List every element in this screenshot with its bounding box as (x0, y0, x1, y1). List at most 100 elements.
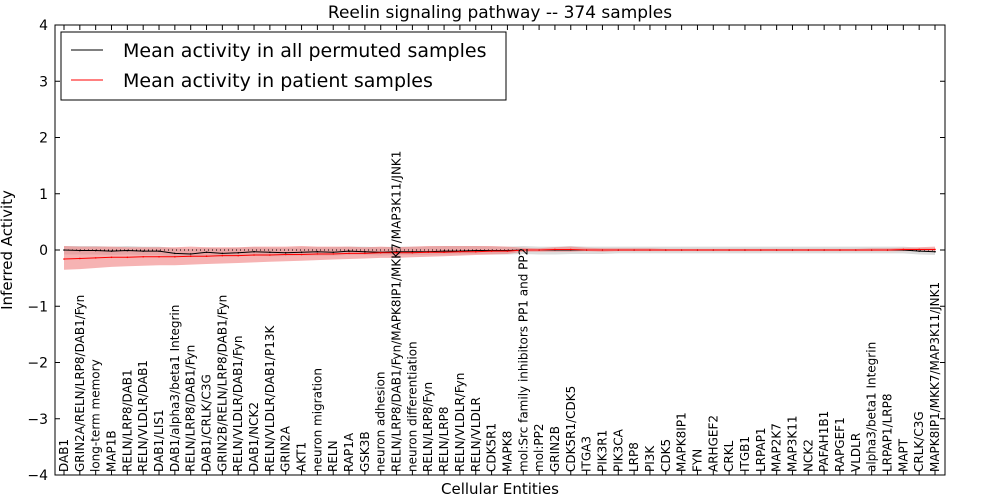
patient-point-45 (775, 249, 778, 251)
permuted-point-21 (395, 250, 398, 253)
x-category-label: CDK5R1 (485, 423, 499, 472)
permuted-point-15 (300, 251, 303, 254)
y-tick-label: −2 (27, 356, 48, 372)
x-category-label: DAB1/LIS1 (152, 409, 166, 472)
permuted-point-17 (332, 251, 335, 254)
x-category-label: LRPAP1/LRP8 (880, 393, 894, 472)
y-axis-title: Inferred Activity (0, 190, 16, 310)
permuted-point-54 (918, 250, 920, 252)
x-category-label: MAPK8IP1/MKK7/MAP3K11/JNK1 (928, 282, 942, 472)
patient-point-26 (474, 250, 477, 253)
permuted-point-16 (316, 250, 319, 253)
x-category-label: CDK5R1/CDK5 (564, 386, 578, 472)
x-category-label: long-term memory (89, 359, 103, 472)
patient-point-1 (79, 257, 81, 260)
permuted-point-4 (126, 249, 129, 252)
x-category-label: RELN/LRP8/DAB1/Fyn/MAPK8IP1/MKK7/MAP3K11… (390, 151, 404, 472)
plot-area (63, 246, 936, 270)
x-category-label: DAB1/CRLK/C3G (200, 374, 214, 472)
x-category-label: RELN/LRP8/DAB1 (120, 369, 134, 472)
legend: Mean activity in all permuted samples Me… (60, 31, 507, 101)
patient-point-53 (902, 248, 905, 251)
x-category-label: neuron differentiation (405, 341, 419, 472)
legend-box (60, 31, 507, 101)
x-category-label: RELN/VLDLR/Fyn (453, 373, 467, 472)
permuted-point-18 (348, 250, 350, 252)
legend-label-permuted: Mean activity in all permuted samples (123, 40, 486, 62)
y-tick-label: 0 (39, 243, 48, 259)
patient-point-2 (94, 257, 97, 259)
x-category-label: AKT1 (295, 442, 309, 472)
plot-frame (54, 24, 946, 476)
chart-title: Reelin signaling pathway -- 374 samples (328, 3, 672, 23)
permuted-point-1 (79, 249, 81, 252)
x-category-label: neuron migration (310, 368, 324, 472)
patient-point-52 (886, 249, 889, 251)
patient-point-31 (554, 248, 556, 251)
permuted-point-2 (94, 249, 97, 252)
x-category-label: MAPK8IP1 (675, 412, 689, 472)
x-category-label: ITGB1 (738, 436, 752, 472)
patient-point-17 (332, 253, 335, 255)
patient-point-51 (870, 249, 873, 251)
patient-point-39 (680, 249, 683, 251)
x-category-label: GSK3B (358, 431, 372, 472)
patient-point-24 (443, 251, 445, 254)
x-category-label: CRKL (722, 440, 736, 472)
x-category-label: NCK2 (801, 439, 815, 472)
patient-point-16 (316, 253, 319, 255)
x-category-label: RELN/LRP8/Fyn (421, 382, 435, 472)
permuted-point-5 (142, 250, 144, 252)
patient-point-23 (427, 251, 430, 254)
patient-point-28 (506, 250, 509, 252)
patient-point-12 (253, 254, 255, 256)
x-category-label: MAP2K7 (770, 423, 784, 472)
patient-point-55 (934, 248, 936, 251)
patient-point-54 (918, 248, 920, 251)
x-category-label: PIK3CA (611, 428, 625, 472)
permuted-point-7 (174, 252, 176, 255)
y-tick-label: −1 (27, 299, 48, 315)
x-category-label: MAPK8 (500, 431, 514, 472)
patient-point-43 (744, 249, 746, 251)
patient-point-0 (63, 258, 65, 260)
patient-point-3 (110, 256, 113, 259)
x-category-label: ITGA3 (580, 436, 594, 472)
x-category-label: CDK5 (659, 439, 673, 472)
y-tick-label: 4 (39, 18, 48, 34)
permuted-point-19 (364, 250, 366, 253)
patient-point-18 (348, 252, 350, 255)
patient-point-47 (807, 249, 810, 251)
x-category-label: RELN/LRP8 (437, 406, 451, 472)
y-tick-label: 2 (39, 131, 48, 147)
patient-point-33 (585, 249, 588, 251)
x-category-label: mol:PP2 (532, 423, 546, 472)
patient-point-27 (490, 250, 493, 252)
x-category-label: GRIN2B (548, 426, 562, 472)
patient-point-8 (189, 255, 192, 257)
x-category-label: PI3K (643, 445, 657, 472)
patient-point-15 (300, 253, 303, 256)
y-tick-label: −4 (27, 468, 48, 484)
x-category-label: FYN (690, 449, 704, 472)
patient-point-48 (823, 249, 825, 251)
x-category-label: LRPAP1 (754, 427, 768, 472)
permuted-point-22 (411, 250, 414, 253)
patient-point-49 (839, 249, 841, 251)
x-category-label: RELN/VLDLR (469, 397, 483, 472)
patient-point-50 (855, 249, 857, 251)
patient-point-19 (364, 252, 366, 255)
patient-point-40 (696, 249, 699, 251)
permuted-point-8 (189, 253, 192, 255)
x-category-label: MAP3K11 (785, 415, 799, 472)
patient-point-21 (395, 252, 398, 254)
permuted-point-12 (253, 250, 255, 253)
patient-point-29 (522, 249, 525, 251)
y-tick-label: 3 (39, 74, 48, 90)
x-category-label: GRIN2A (279, 425, 293, 472)
x-category-label: RELN/VLDLR/DAB1/P13K (263, 325, 277, 472)
patient-point-36 (633, 249, 635, 251)
patient-point-35 (617, 249, 620, 251)
x-category-label: PAFAH1B1 (817, 411, 831, 472)
